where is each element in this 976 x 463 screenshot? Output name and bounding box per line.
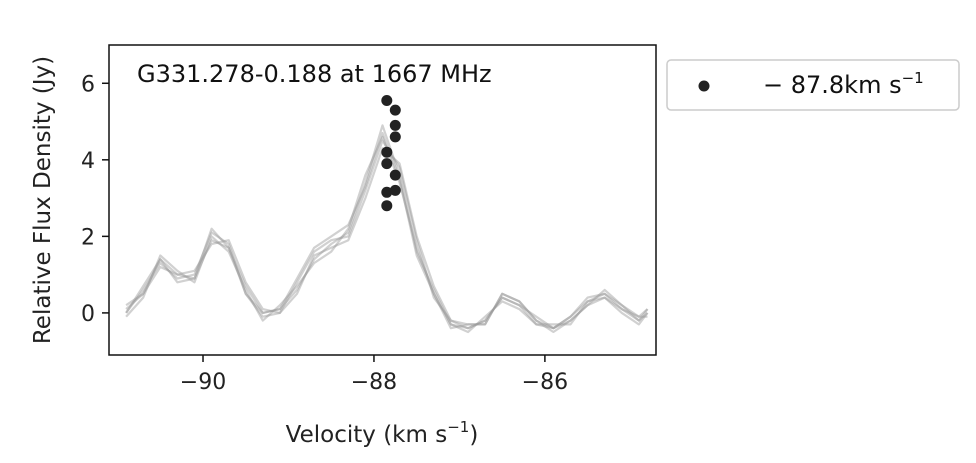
- legend-label: − 87.8km s−1: [763, 69, 924, 99]
- peak-marker: [381, 146, 393, 158]
- spectrum-line-5: [125, 131, 648, 330]
- peak-marker: [381, 95, 393, 106]
- peak-markers: [381, 95, 401, 212]
- peak-marker: [389, 119, 401, 131]
- peak-marker: [389, 104, 401, 116]
- x-tick-label: −90: [180, 370, 226, 395]
- peak-marker: [381, 200, 393, 212]
- x-tick-label: −86: [522, 370, 568, 395]
- source-annotation: G331.278-0.188 at 1667 MHz: [137, 60, 492, 88]
- y-axis-ticks: 0 2 4 6: [81, 72, 109, 327]
- peak-marker: [381, 158, 393, 170]
- plot-frame: [108, 44, 657, 356]
- y-axis-label: Relative Flux Density (Jy): [30, 56, 56, 344]
- spectrum-line-2: [125, 139, 649, 334]
- y-tick-label: 0: [81, 302, 95, 327]
- peak-marker: [381, 186, 393, 198]
- spectrum-line-4: [125, 147, 649, 330]
- x-tick-label: −88: [351, 370, 397, 395]
- y-tick-label: 4: [81, 149, 95, 174]
- y-tick-label: 6: [81, 72, 95, 97]
- y-tick-label: 2: [81, 225, 95, 250]
- peak-marker: [389, 184, 401, 196]
- legend: − 87.8km s−1: [666, 59, 960, 111]
- x-axis-ticks: −90 −88 −86: [180, 355, 568, 395]
- spectrum-line-3: [125, 135, 649, 334]
- legend-marker: [698, 80, 710, 92]
- legend-box: [666, 59, 960, 111]
- peak-marker: [389, 131, 401, 143]
- x-axis-label: Velocity (km s−1): [286, 418, 479, 448]
- peak-marker: [389, 169, 401, 181]
